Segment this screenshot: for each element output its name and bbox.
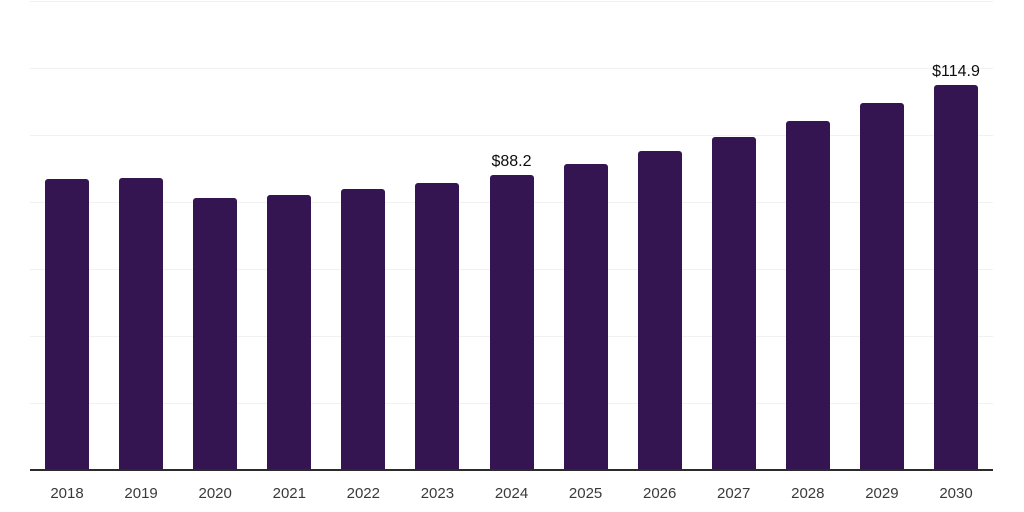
bar-2020[interactable] (193, 198, 238, 470)
bar-2019[interactable] (119, 177, 164, 470)
bar-2030[interactable] (934, 85, 978, 470)
bar-2022[interactable] (341, 189, 386, 470)
bar-2025[interactable] (563, 164, 608, 470)
x-tick-label-2020: 2020 (198, 485, 232, 502)
x-axis-line (30, 469, 993, 471)
bar-2024[interactable] (489, 174, 534, 470)
x-tick-label-2029: 2029 (865, 485, 899, 502)
x-tick-label-2018: 2018 (50, 485, 84, 502)
x-tick-label-2024: 2024 (494, 485, 529, 502)
gridline (30, 135, 993, 136)
bar-2023[interactable] (415, 182, 460, 470)
x-tick-label-2022: 2022 (346, 485, 380, 502)
x-tick-label-2028: 2028 (791, 485, 825, 502)
x-tick-label-2023: 2023 (420, 485, 455, 502)
x-tick-label-2019: 2019 (124, 485, 158, 502)
gridline (30, 1, 993, 2)
x-tick-label-2021: 2021 (272, 485, 306, 502)
data-label-2030: $114.9 (932, 63, 980, 81)
data-label-2024: $88.2 (491, 152, 532, 170)
gridline (30, 68, 993, 69)
x-tick-label-2030: 2030 (939, 485, 973, 502)
x-tick-label-2027: 2027 (717, 485, 751, 502)
bar-2028[interactable] (785, 120, 830, 470)
bar-2027[interactable] (711, 136, 756, 470)
bar-2029[interactable] (859, 102, 904, 470)
x-tick-label-2025: 2025 (568, 485, 603, 502)
bar-2018[interactable] (45, 179, 89, 470)
bar-2021[interactable] (267, 195, 312, 470)
x-tick-label-2026: 2026 (643, 485, 677, 502)
bar-2026[interactable] (637, 151, 682, 470)
